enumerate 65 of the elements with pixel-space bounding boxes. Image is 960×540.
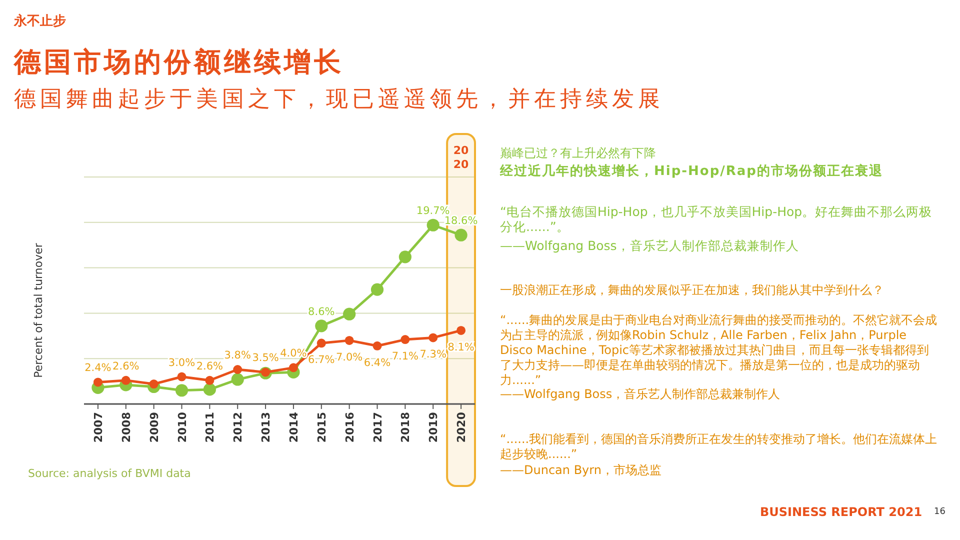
data-label: 6.7% [308,354,335,366]
point [288,363,298,372]
point [316,338,326,348]
point [177,372,186,382]
x-tick-label: 2019 [427,412,440,443]
point [231,373,244,386]
y-axis-title: Percent of total turnover [32,242,45,378]
source-note: Source: analysis of BVMI data [28,467,191,480]
text: “......舞曲的发展是由于商业电台对商业流行舞曲的接受而推动的。不然它就不会成为占主导的流派，例如像Robin Schulz，Alle Farben，Felix Jahn，Purple Disco Machine，Topic等艺术家都被播放过其热门曲目，而且每一张专辑都得到了大力支持——即便是在单曲较弱的情况下。播放是第一位的，也是成功的驱动力......” [500,313,938,388]
x-tick-label: 2013 [260,412,273,443]
point [426,218,440,232]
data-label: 2.6% [112,360,140,372]
text: 一股浪潮正在形成，舞曲的发展似乎正在加速，我们能从其中学到什么？ [500,282,885,299]
band-label: 20 20 [453,144,470,171]
x-tick-label: 2011 [204,412,217,443]
x-tick-label: 2018 [399,412,412,443]
point [343,308,356,320]
point [205,376,214,385]
data-label: 7.0% [336,351,363,364]
text: ——Wolfgang Boss，音乐艺人制作部总裁兼制作人 [500,386,782,403]
point [233,364,242,374]
point [454,228,468,242]
text: “......我们能看到，德国的音乐消费所正在发生的转变推动了增长。他们在流媒体上起步较晚......” [500,432,938,462]
point [93,378,102,387]
text: “电台不播放德国Hip-Hop，也几乎不放美国Hip-Hop。好在舞曲不那么两极分化......”。 [500,204,934,234]
point [315,320,328,332]
x-tick-label: 2014 [287,412,300,443]
text: ——Duncan Byrn，市场总监 [500,462,662,479]
chart-title: 德国市场的份额继续增长 [14,46,344,80]
text: 永不止步 [14,12,66,30]
text: 16 [934,507,946,517]
x-tick-label: 2008 [120,412,133,443]
x-tick-label: 2017 [371,412,384,443]
point [372,341,382,350]
point [344,336,354,345]
x-tick-label: 2012 [232,412,245,443]
point [398,250,412,264]
data-label: 2.4% [84,362,112,374]
data-label: 7.1% [392,350,419,363]
point [121,376,130,385]
text: BUSINESS REPORT 2021 [760,505,922,519]
chart-subtitle: 德国舞曲起步于美国之下，现已遥遥领先，并在持续发展 [14,86,664,114]
data-label: 3.0% [168,356,196,369]
text: 巅峰已过？有上升必然有下降 [500,145,657,162]
data-label: 7.3% [420,348,446,361]
text: 经过近几年的快速增长，Hip-Hop/Rap的市场份额正在衰退 [500,162,884,180]
x-tick-label: 2010 [176,412,189,443]
x-tick-label: 2015 [315,412,328,443]
point [370,283,384,296]
x-tick-label: 2020 [455,412,468,443]
x-tick-label: 2016 [343,412,356,443]
data-label: 8.6% [308,306,335,318]
data-label: 8.1% [448,341,474,354]
point [400,335,410,344]
point [175,384,188,397]
x-tick-label: 2009 [148,412,161,443]
data-label: 3.8% [224,349,251,362]
data-label: 3.5% [252,352,279,364]
text: ——Wolfgang Boss，音乐艺人制作部总裁兼制作人 [500,238,800,255]
point [203,383,216,396]
data-label: 2.6% [196,360,224,372]
x-tick-label: 2007 [92,412,105,443]
data-label: 6.4% [364,356,391,369]
point [456,326,466,335]
point [428,333,438,342]
